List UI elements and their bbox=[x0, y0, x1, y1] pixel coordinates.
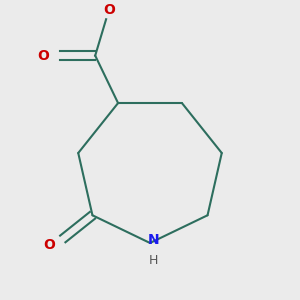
Text: N: N bbox=[147, 233, 159, 247]
Text: O: O bbox=[38, 49, 49, 63]
Text: H: H bbox=[148, 254, 158, 266]
Text: O: O bbox=[103, 3, 115, 16]
Text: O: O bbox=[43, 238, 55, 252]
